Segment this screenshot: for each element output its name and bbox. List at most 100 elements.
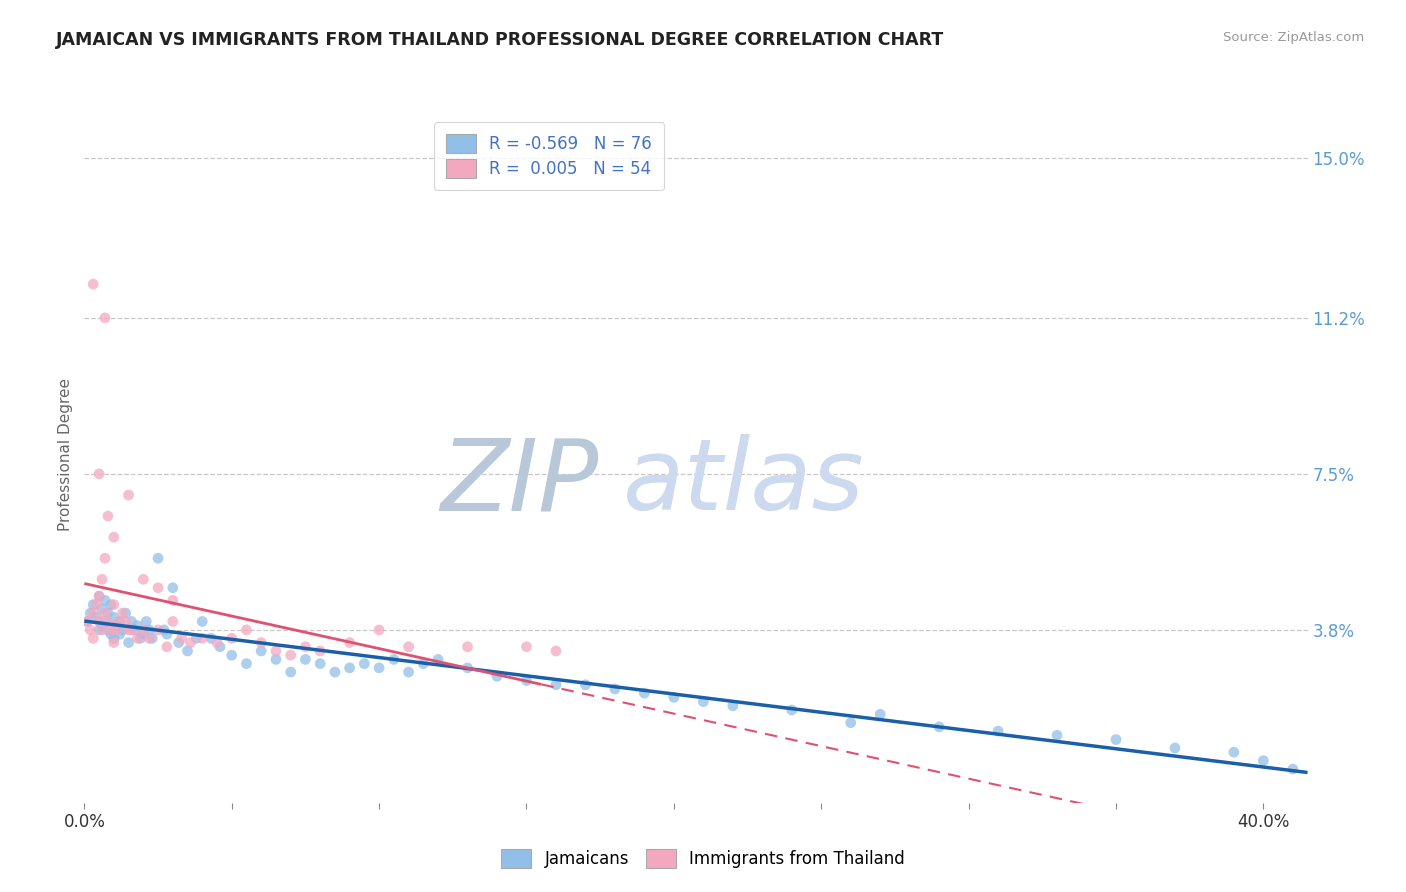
Point <box>294 652 316 666</box>
Point <box>82 277 104 292</box>
Point <box>162 593 184 607</box>
Point <box>82 598 104 612</box>
Point <box>124 623 146 637</box>
Point <box>79 623 101 637</box>
Point <box>250 635 273 649</box>
Point <box>382 652 405 666</box>
Point <box>928 720 950 734</box>
Point <box>179 635 201 649</box>
Point <box>100 623 122 637</box>
Point <box>457 661 479 675</box>
Point <box>97 623 120 637</box>
Y-axis label: Professional Degree: Professional Degree <box>58 378 73 532</box>
Point <box>111 623 134 637</box>
Point <box>146 623 169 637</box>
Point <box>82 606 104 620</box>
Point <box>121 623 143 637</box>
Point <box>100 627 122 641</box>
Point <box>412 657 434 671</box>
Point <box>515 673 537 688</box>
Point <box>105 623 128 637</box>
Point <box>146 551 169 566</box>
Text: ZIP: ZIP <box>440 434 598 532</box>
Point <box>987 724 1010 739</box>
Point <box>280 665 302 679</box>
Point <box>91 602 114 616</box>
Point <box>221 648 243 663</box>
Point <box>76 615 98 629</box>
Point <box>662 690 685 705</box>
Text: JAMAICAN VS IMMIGRANTS FROM THAILAND PROFESSIONAL DEGREE CORRELATION CHART: JAMAICAN VS IMMIGRANTS FROM THAILAND PRO… <box>56 31 945 49</box>
Point <box>87 589 110 603</box>
Point <box>138 632 160 646</box>
Point <box>515 640 537 654</box>
Point <box>87 615 110 629</box>
Point <box>250 644 273 658</box>
Point <box>91 572 114 586</box>
Point <box>108 615 131 629</box>
Point <box>97 509 120 524</box>
Point <box>176 644 198 658</box>
Point <box>721 698 744 713</box>
Point <box>368 623 391 637</box>
Point <box>76 615 98 629</box>
Text: Source: ZipAtlas.com: Source: ZipAtlas.com <box>1223 31 1364 45</box>
Point <box>114 606 136 620</box>
Point <box>153 623 176 637</box>
Legend: Jamaicans, Immigrants from Thailand: Jamaicans, Immigrants from Thailand <box>495 842 911 875</box>
Point <box>87 589 110 603</box>
Point <box>200 632 222 646</box>
Point <box>167 635 190 649</box>
Point <box>603 681 626 696</box>
Point <box>141 632 163 646</box>
Point <box>780 703 803 717</box>
Point <box>135 615 157 629</box>
Point <box>235 657 257 671</box>
Point <box>1223 745 1246 759</box>
Point <box>280 648 302 663</box>
Point <box>103 635 125 649</box>
Point <box>339 635 361 649</box>
Point <box>103 632 125 646</box>
Point <box>191 632 214 646</box>
Point <box>162 615 184 629</box>
Point <box>205 635 228 649</box>
Point <box>94 310 117 325</box>
Point <box>221 632 243 646</box>
Point <box>309 644 332 658</box>
Point <box>574 678 596 692</box>
Point <box>103 598 125 612</box>
Point <box>97 606 120 620</box>
Point <box>100 598 122 612</box>
Point <box>84 610 107 624</box>
Point <box>1253 754 1275 768</box>
Point <box>94 551 117 566</box>
Point <box>121 615 143 629</box>
Point <box>1046 728 1069 742</box>
Point <box>117 488 139 502</box>
Text: atlas: atlas <box>623 434 865 532</box>
Point <box>186 632 208 646</box>
Point <box>94 593 117 607</box>
Point <box>485 669 508 683</box>
Point <box>138 623 160 637</box>
Point <box>235 623 257 637</box>
Point <box>111 606 134 620</box>
Legend: R = -0.569   N = 76, R =  0.005   N = 54: R = -0.569 N = 76, R = 0.005 N = 54 <box>434 122 664 190</box>
Point <box>87 623 110 637</box>
Point <box>91 623 114 637</box>
Point <box>91 618 114 632</box>
Point <box>108 627 131 641</box>
Point <box>339 661 361 675</box>
Point <box>103 610 125 624</box>
Point <box>127 632 149 646</box>
Point <box>146 581 169 595</box>
Point <box>323 665 346 679</box>
Point <box>132 627 155 641</box>
Point <box>191 615 214 629</box>
Point <box>208 640 231 654</box>
Point <box>117 623 139 637</box>
Point <box>544 644 567 658</box>
Point <box>114 615 136 629</box>
Point <box>79 606 101 620</box>
